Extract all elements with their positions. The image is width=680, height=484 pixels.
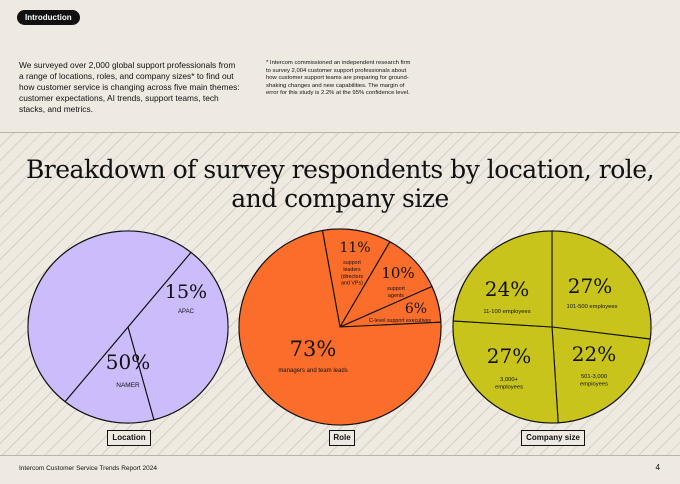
company-size-slice-3-000-employees xyxy=(452,320,559,424)
footer-divider xyxy=(0,455,680,456)
company-size-name-3-000-employees-line-1: employees xyxy=(495,384,523,390)
page-number: 4 xyxy=(655,463,660,472)
location-pct-apac: 15% xyxy=(165,281,207,303)
company-size-pct-11-100-employees: 24% xyxy=(485,277,529,301)
company-size-pct-101-500-employees: 27% xyxy=(568,274,612,298)
location-name-apac: APAC xyxy=(178,309,195,315)
location-slice-namer xyxy=(27,230,192,403)
company-size-slice-11-100-employees xyxy=(452,230,553,328)
role-name-support-leaders-directors-and-vps-line-2: (directors xyxy=(341,274,363,280)
role-pct-support-agents: 10% xyxy=(381,264,414,282)
role-name-support-leaders-directors-and-vps-line-0: support xyxy=(343,260,361,266)
location-name-namer: NAMER xyxy=(116,382,140,389)
report-title: Intercom Customer Service Trends Report … xyxy=(19,465,158,472)
company-size-name-101-500-employees: 101-500 employees xyxy=(567,304,618,310)
company-size-slice-501-3-000-employees xyxy=(551,326,651,424)
company-size-name-11-100-employees: 11-100 employees xyxy=(483,309,530,315)
role-name-support-leaders-directors-and-vps-line-3: and VPs) xyxy=(341,281,363,287)
company-size-name-501-3-000-employees-line-1: employees xyxy=(580,381,608,387)
company-size-name-501-3-000-employees-line-0: 501-3,000 xyxy=(581,374,607,380)
role-slice-managers-and-team-leads xyxy=(238,229,442,426)
top-divider xyxy=(0,132,680,133)
role-slice-support-leaders-directors-and-vps xyxy=(321,228,391,328)
role-pct-support-leaders-directors-and-vps: 11% xyxy=(339,240,370,256)
company-size-pct-501-3-000-employees: 22% xyxy=(572,342,616,366)
location-slice-emea xyxy=(127,251,229,421)
role-pct-managers-and-team-leads: 73% xyxy=(290,337,337,361)
role-name-c-level-support-executives: C-level support executives xyxy=(369,318,431,324)
role-name-support-agents-line-1: agents xyxy=(388,293,404,299)
location-slice-apac xyxy=(64,326,155,424)
section-badge: Introduction xyxy=(17,10,80,25)
methodology-footnote: * Intercom commissioned an independent r… xyxy=(266,60,411,97)
company-size-pct-3-000-employees: 27% xyxy=(487,344,531,368)
company-size-name-3-000-employees-line-0: 3,000+ xyxy=(500,377,519,383)
role-name-managers-and-team-leads: managers and team leads xyxy=(278,368,347,374)
intro-text: We surveyed over 2,000 global support pr… xyxy=(19,60,240,114)
company-size-slice-101-500-employees xyxy=(551,230,652,340)
role-name-support-agents-line-0: support xyxy=(387,286,405,292)
role-pct-c-level-support-executives: 6% xyxy=(405,301,427,317)
role-label: Role xyxy=(329,430,355,446)
location-label: Location xyxy=(107,430,151,446)
role-name-support-leaders-directors-and-vps-line-1: leaders xyxy=(343,267,361,273)
company-size-label: Company size xyxy=(521,430,585,446)
chart-title: Breakdown of survey respondents by locat… xyxy=(25,155,655,213)
location-pct-namer: 50% xyxy=(106,350,150,374)
